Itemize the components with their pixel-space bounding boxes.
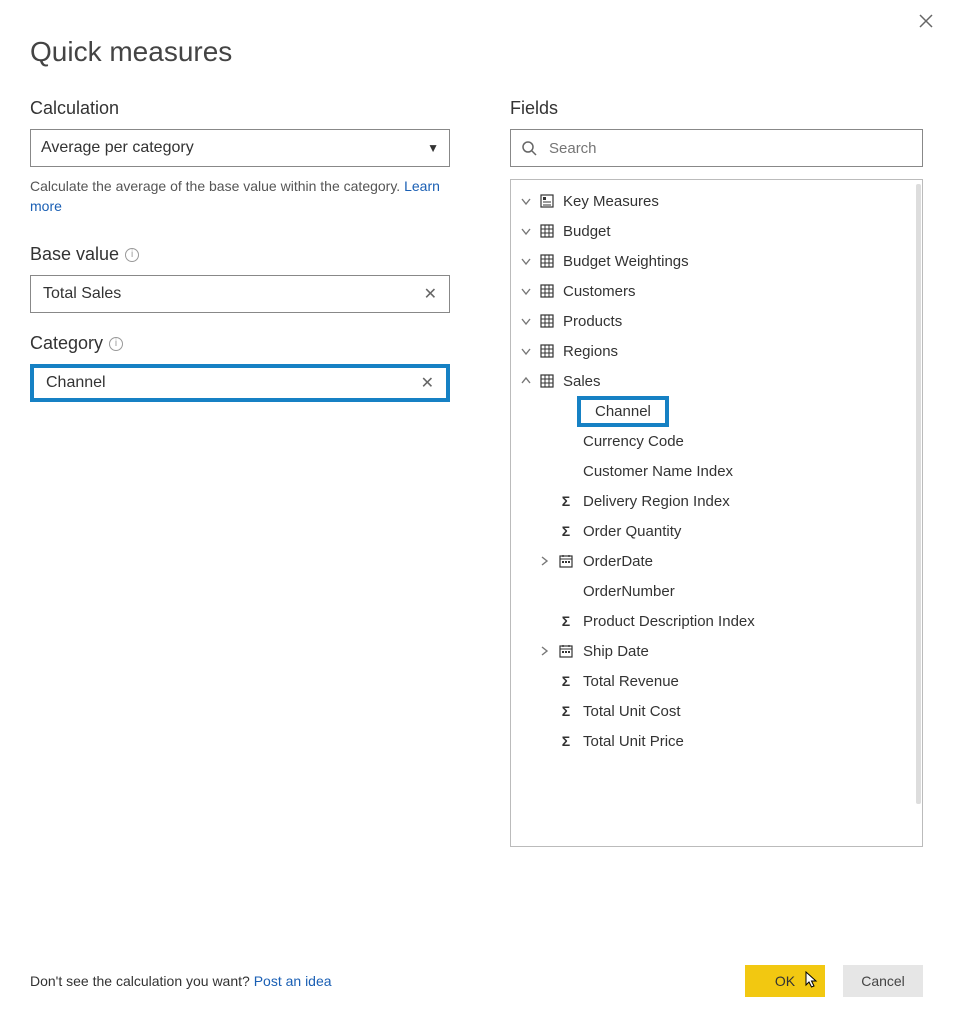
footer-prompt: Don't see the calculation you want? Post… — [30, 973, 332, 989]
table-row[interactable]: Sales — [511, 366, 922, 396]
sigma-icon: Σ — [555, 733, 577, 749]
field-row[interactable]: Σ Total Unit Price — [511, 726, 922, 756]
table-row[interactable]: Products — [511, 306, 922, 336]
sigma-icon: Σ — [555, 703, 577, 719]
table-icon — [537, 314, 557, 328]
sigma-icon: Σ — [555, 523, 577, 539]
chevron-icon — [521, 316, 537, 326]
field-label: Total Unit Price — [583, 733, 684, 750]
dialog-title: Quick measures — [30, 36, 923, 68]
table-icon — [537, 224, 557, 238]
clear-base-value-icon[interactable]: ✕ — [420, 284, 441, 304]
sigma-icon: Σ — [555, 493, 577, 509]
calculation-select[interactable]: Average per category ▼ — [30, 129, 450, 167]
table-label: Sales — [563, 373, 601, 390]
category-field[interactable]: Channel ✕ — [30, 364, 450, 402]
calculation-description: Calculate the average of the base value … — [30, 177, 450, 216]
right-column: Fields Key Measures Budget Budget Weightin… — [510, 98, 923, 847]
table-icon — [537, 344, 557, 358]
field-row[interactable]: Ship Date — [511, 636, 922, 666]
table-label: Regions — [563, 343, 618, 360]
search-input[interactable] — [547, 139, 912, 158]
cursor-icon — [805, 971, 819, 989]
field-row[interactable]: Σ Total Unit Cost — [511, 696, 922, 726]
chevron-right-icon — [539, 556, 555, 566]
chevron-icon — [521, 256, 537, 266]
table-icon — [537, 284, 557, 298]
table-row[interactable]: Customers — [511, 276, 922, 306]
table-label: Key Measures — [563, 193, 659, 210]
base-value-label: Base value i — [30, 244, 450, 265]
sigma-icon: Σ — [555, 613, 577, 629]
chevron-icon — [521, 346, 537, 356]
table-row[interactable]: Key Measures — [511, 186, 922, 216]
table-icon — [537, 254, 557, 268]
fields-tree-panel: Key Measures Budget Budget Weightings Custo… — [510, 179, 923, 847]
table-icon — [537, 374, 557, 388]
chevron-right-icon — [539, 646, 555, 656]
field-row[interactable]: OrderDate — [511, 546, 922, 576]
field-label: Order Quantity — [583, 523, 681, 540]
search-box[interactable] — [510, 129, 923, 167]
field-row[interactable]: Σ Order Quantity — [511, 516, 922, 546]
sigma-icon: Σ — [555, 673, 577, 689]
dialog-footer: Don't see the calculation you want? Post… — [30, 965, 923, 997]
table-label: Customers — [563, 283, 636, 300]
post-idea-link[interactable]: Post an idea — [254, 973, 332, 989]
field-label: Customer Name Index — [583, 463, 733, 480]
field-row[interactable]: Σ Total Revenue — [511, 666, 922, 696]
calculation-label: Calculation — [30, 98, 450, 119]
field-label: Delivery Region Index — [583, 493, 730, 510]
field-label: Total Revenue — [583, 673, 679, 690]
fields-label: Fields — [510, 98, 923, 119]
field-label: Ship Date — [583, 643, 649, 660]
ok-button[interactable]: OK — [745, 965, 825, 997]
chevron-icon — [521, 226, 537, 236]
date-icon — [555, 644, 577, 658]
field-row[interactable]: Currency Code — [511, 426, 922, 456]
table-label: Budget Weightings — [563, 253, 689, 270]
table-row[interactable]: Budget — [511, 216, 922, 246]
base-value-text: Total Sales — [43, 285, 121, 303]
field-label: Total Unit Cost — [583, 703, 681, 720]
close-icon[interactable] — [915, 10, 937, 32]
field-label: Currency Code — [583, 433, 684, 450]
cancel-button[interactable]: Cancel — [843, 965, 923, 997]
info-icon[interactable]: i — [125, 248, 139, 262]
table-row[interactable]: Regions — [511, 336, 922, 366]
field-row[interactable]: Σ Delivery Region Index — [511, 486, 922, 516]
field-label: Channel — [577, 396, 669, 427]
measure-icon — [537, 194, 557, 208]
search-icon — [521, 140, 537, 156]
field-row[interactable]: Channel — [511, 396, 922, 426]
field-label: OrderDate — [583, 553, 653, 570]
field-row[interactable]: Σ Product Description Index — [511, 606, 922, 636]
chevron-icon — [521, 376, 537, 386]
quick-measures-dialog: Quick measures Calculation Average per c… — [0, 0, 953, 867]
date-icon — [555, 554, 577, 568]
field-row[interactable]: Customer Name Index — [511, 456, 922, 486]
clear-category-icon[interactable]: ✕ — [417, 373, 438, 393]
chevron-icon — [521, 286, 537, 296]
category-text: Channel — [46, 374, 106, 392]
field-label: OrderNumber — [583, 583, 675, 600]
table-label: Budget — [563, 223, 611, 240]
base-value-field[interactable]: Total Sales ✕ — [30, 275, 450, 313]
chevron-icon — [521, 196, 537, 206]
table-label: Products — [563, 313, 622, 330]
field-row[interactable]: OrderNumber — [511, 576, 922, 606]
scrollbar-thumb[interactable] — [916, 184, 921, 804]
info-icon[interactable]: i — [109, 337, 123, 351]
chevron-down-icon: ▼ — [427, 141, 439, 155]
category-label: Category i — [30, 333, 450, 354]
table-row[interactable]: Budget Weightings — [511, 246, 922, 276]
left-column: Calculation Average per category ▼ Calcu… — [30, 98, 450, 847]
field-label: Product Description Index — [583, 613, 755, 630]
calculation-value: Average per category — [41, 139, 194, 157]
